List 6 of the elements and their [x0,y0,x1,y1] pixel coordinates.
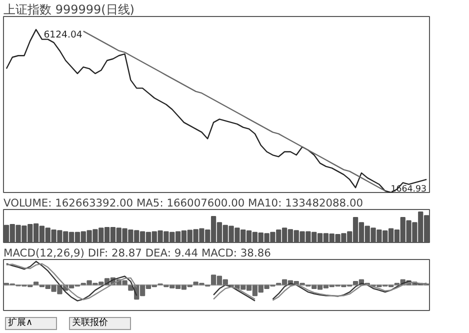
chart-title: 上证指数 999999(日线) [4,2,134,16]
chart-title: MACD(12,26,9) DIF: 28.87 DEA: 9.44 MACD: 38.86 [4,246,272,260]
text: 扩展∧ [8,318,33,329]
annotation: 6124.04 [44,30,82,41]
chart-title: VOLUME: 162663392.00 MA5: 166007600.00 MA10: 133482088.00 [4,196,364,210]
text: 关联报价 [72,318,108,329]
